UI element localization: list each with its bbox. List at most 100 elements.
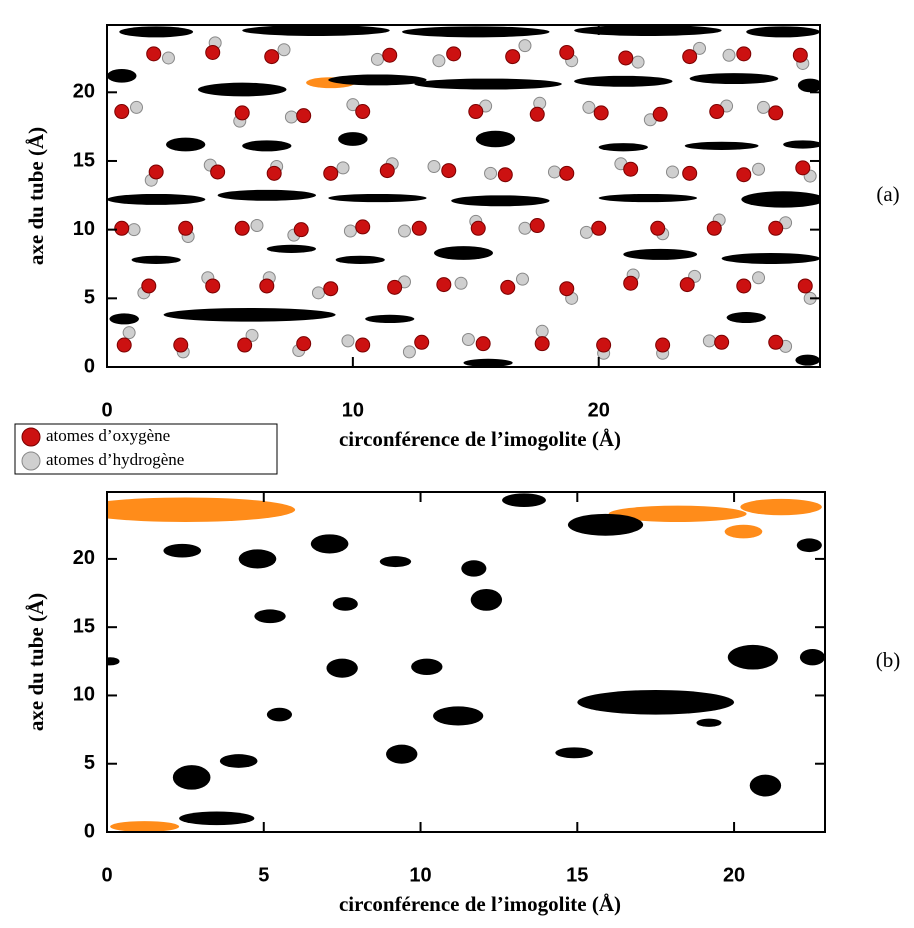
density-cloud [163, 543, 202, 558]
atom [529, 218, 545, 234]
density-cloud [574, 75, 673, 87]
density-cloud [310, 534, 349, 554]
atom [414, 334, 430, 350]
atom [205, 278, 221, 294]
density-cloud [502, 493, 546, 508]
atom [470, 220, 486, 236]
x-axis-label: circonférence de l’imogolite (Å) [339, 427, 621, 451]
atom [736, 167, 752, 183]
density-cloud [110, 821, 180, 832]
plot-frame [106, 24, 821, 368]
density-cloud [799, 649, 825, 666]
atom [323, 281, 339, 297]
x-tick-label: 5 [258, 864, 269, 886]
density-cloud [326, 658, 358, 678]
atom [752, 271, 766, 285]
density-cloud [332, 597, 358, 611]
legend-label: atomes d’hydrogène [46, 450, 184, 469]
atom [127, 223, 141, 237]
density-cloud [386, 744, 418, 764]
y-tick-label: 10 [73, 218, 95, 240]
atom [454, 276, 468, 290]
plot-0: 0 10 20 0 5 10 15 20 circonférence de l’imogolit… [24, 24, 900, 451]
atom [173, 337, 189, 353]
density-cloud [598, 193, 698, 203]
atom [706, 220, 722, 236]
atom [446, 46, 462, 62]
atom [114, 104, 130, 120]
density-cloud [433, 246, 494, 260]
atom [559, 281, 575, 297]
atom [631, 55, 645, 69]
x-tick-label: 15 [566, 864, 588, 886]
atom [795, 160, 811, 176]
density-cloud [726, 312, 766, 324]
atom [535, 324, 549, 338]
atom [355, 219, 371, 235]
atom [468, 104, 484, 120]
density-cloud [107, 657, 120, 666]
density-cloud [567, 513, 644, 536]
atom [722, 48, 736, 62]
density-cloud [254, 609, 286, 624]
atom [547, 165, 561, 179]
atom [264, 49, 280, 65]
atom [387, 279, 403, 295]
density-cloud [131, 255, 181, 264]
atom [277, 43, 291, 57]
atom [693, 41, 707, 55]
atom [114, 220, 130, 236]
atom [797, 278, 813, 294]
density-cloud [109, 313, 139, 325]
density-cloud [328, 74, 427, 86]
density-cloud [238, 549, 277, 569]
atom [768, 334, 784, 350]
density-cloud [721, 253, 820, 264]
density-cloud [470, 588, 503, 611]
density-cloud [217, 189, 316, 201]
atom [768, 220, 784, 236]
density-cloud [163, 307, 336, 322]
atom [259, 278, 275, 294]
x-tick-label: 0 [101, 399, 112, 421]
atom [427, 159, 441, 173]
density-cloud [783, 140, 820, 149]
atom [130, 100, 144, 114]
atom [591, 220, 607, 236]
density-cloud [746, 26, 820, 38]
atom [516, 272, 530, 286]
density-cloud [411, 658, 443, 675]
atom [382, 47, 398, 63]
y-tick-label: 0 [84, 355, 95, 377]
atom [311, 286, 325, 300]
atom [122, 326, 136, 340]
atom [293, 222, 309, 238]
atom [714, 334, 730, 350]
atom [296, 108, 312, 124]
density-cloud [166, 137, 206, 152]
atom [756, 100, 770, 114]
atom [370, 52, 384, 66]
density-cloud [795, 354, 820, 366]
density-cloud [463, 358, 513, 367]
y-tick-label: 15 [73, 149, 95, 171]
atom [402, 345, 416, 359]
atom [596, 337, 612, 353]
atom [559, 44, 575, 60]
atom [752, 162, 766, 176]
density-cloud [219, 754, 258, 768]
density-cloud [242, 25, 390, 36]
atom [623, 161, 639, 177]
atom [341, 334, 355, 348]
density-cloud [598, 143, 648, 152]
y-tick-label: 20 [73, 547, 95, 569]
atom [245, 328, 259, 342]
y-tick-label: 10 [73, 684, 95, 706]
atom [559, 165, 575, 181]
density-cloud [433, 706, 484, 726]
density-cloud [623, 248, 698, 260]
marks [107, 493, 825, 832]
atom [336, 161, 350, 175]
density-cloud [328, 193, 427, 203]
density-cloud [796, 538, 822, 553]
